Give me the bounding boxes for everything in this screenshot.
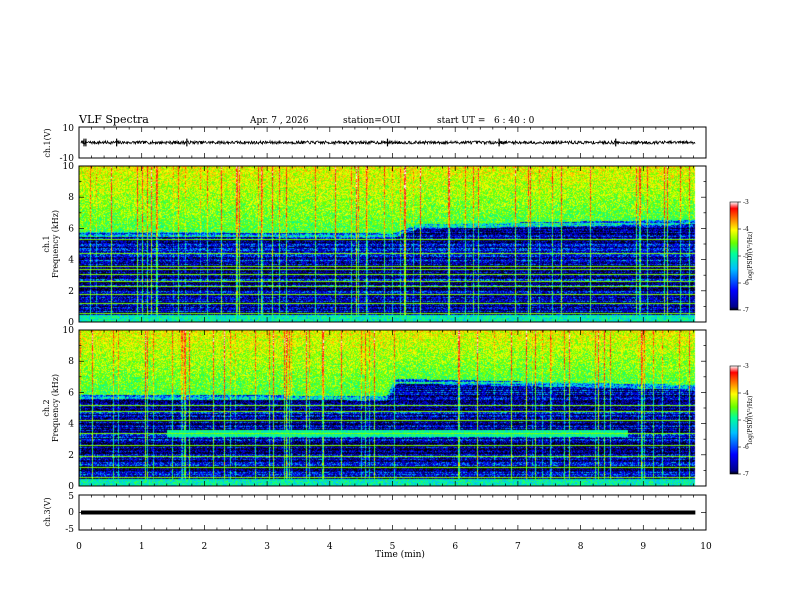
colorbar-tick-label: -3 bbox=[743, 363, 749, 370]
ch1-spectrogram-ylabel-channel: ch.1 bbox=[42, 235, 51, 252]
ch1-waveform-ylabel: ch.1(V) bbox=[43, 128, 52, 157]
time-tick-label: 5 bbox=[390, 542, 396, 552]
ch2-colorbar: -3 -4 -5 -6 -7 log(PSD)(V²/Hz) bbox=[729, 363, 754, 478]
colorbar-tick-label: -5 bbox=[743, 417, 749, 424]
frequency-tick-label: 4 bbox=[68, 420, 74, 430]
frequency-tick-label: 10 bbox=[63, 326, 75, 336]
ch1-colorbar-scale bbox=[729, 201, 739, 311]
date-label: Apr. 7 , 2026 bbox=[249, 116, 309, 126]
ch2-spectrogram-yticks: 0 2 4 6 8 10 bbox=[63, 326, 706, 492]
time-tick-label: 3 bbox=[264, 542, 270, 552]
frequency-tick-label: 0 bbox=[68, 318, 74, 328]
ch1-spectrogram-yticks: 0 2 4 6 8 10 bbox=[63, 162, 706, 328]
ch3-ytick-0: 0 bbox=[68, 508, 74, 518]
time-axis-label: Time (min) bbox=[375, 549, 425, 560]
ch1-spectrogram-panel: 0 2 4 6 8 10 ch.1 Frequency (kHz) -3 -4 -5 -6 -7 … bbox=[42, 162, 754, 328]
ch2-spectrogram-image bbox=[79, 330, 706, 486]
ch2-spectrogram-canvas bbox=[79, 330, 706, 486]
ch3-waveform-panel: 5 0 -5 ch.3(V) bbox=[43, 492, 707, 535]
frequency-tick-label: 0 bbox=[68, 482, 74, 492]
time-axis-tick-labels: 0 1 2 3 4 5 6 7 8 9 10 bbox=[76, 542, 712, 552]
frequency-tick-label: 4 bbox=[68, 256, 74, 266]
time-tick-label: 6 bbox=[452, 542, 458, 552]
time-tick-label: 10 bbox=[700, 542, 712, 552]
ch2-spectrogram-ylabel-channel: ch.2 bbox=[42, 399, 51, 416]
colorbar-tick-label: -5 bbox=[743, 253, 749, 260]
ch1-spectrogram-xticks bbox=[78, 166, 707, 322]
ch1-spectrogram-ylabel-frequency: Frequency (kHz) bbox=[51, 210, 60, 278]
colorbar-tick-label: -4 bbox=[743, 390, 749, 397]
frequency-tick-label: 2 bbox=[68, 451, 74, 461]
ch1-colorbar: -3 -4 -5 -6 -7 log(PSD)(V²/Hz) bbox=[729, 199, 754, 314]
time-tick-label: 7 bbox=[515, 542, 521, 552]
ch2-colorbar-label: log(PSD)(V²/Hz) bbox=[747, 396, 754, 445]
start-time-label: start UT = 6 : 40 : 0 bbox=[437, 116, 535, 126]
frequency-tick-label: 8 bbox=[68, 193, 74, 203]
frequency-tick-label: 6 bbox=[68, 388, 74, 398]
ch2-colorbar-ticks: -3 -4 -5 -6 -7 bbox=[738, 363, 749, 478]
ch2-spectrogram-panel: 0 2 4 6 8 10 ch.2 Frequency (kHz) -3 -4 -5 -6 -7 … bbox=[42, 326, 754, 492]
frequency-tick-label: 10 bbox=[63, 162, 75, 172]
station-label: station=OUI bbox=[343, 116, 401, 126]
colorbar-tick-label: -6 bbox=[743, 444, 749, 451]
frequency-tick-label: 8 bbox=[68, 357, 74, 367]
time-tick-label: 2 bbox=[202, 542, 208, 552]
colorbar-tick-label: -3 bbox=[743, 199, 749, 206]
ch1-waveform-panel: 10 -10 ch.1(V) bbox=[43, 124, 707, 164]
time-tick-label: 8 bbox=[578, 542, 584, 552]
ch2-spectrogram-ylabel-frequency: Frequency (kHz) bbox=[51, 374, 60, 442]
colorbar-tick-label: -6 bbox=[743, 280, 749, 287]
ch1-spectrogram-image bbox=[79, 166, 706, 322]
time-tick-label: 4 bbox=[327, 542, 333, 552]
time-tick-label: 9 bbox=[640, 542, 646, 552]
ch3-ytick-5: 5 bbox=[68, 492, 74, 502]
time-tick-label: 0 bbox=[76, 542, 82, 552]
ch1-colorbar-ticks: -3 -4 -5 -6 -7 bbox=[738, 199, 749, 314]
ch2-colorbar-scale bbox=[729, 365, 739, 475]
frequency-tick-label: 6 bbox=[68, 224, 74, 234]
ch1-spectrogram-canvas bbox=[79, 166, 706, 322]
ch2-spectrogram-xticks bbox=[78, 330, 707, 486]
ch3-waveform-xticks bbox=[78, 494, 707, 531]
time-tick-label: 1 bbox=[139, 542, 145, 552]
figure-title: VLF Spectra bbox=[78, 113, 149, 126]
ch1-waveform-xticks bbox=[78, 126, 707, 159]
colorbar-tick-label: -7 bbox=[743, 307, 749, 314]
ch1-colorbar-label: log(PSD)(V²/Hz) bbox=[747, 232, 754, 281]
ch3-waveform-ylabel: ch.3(V) bbox=[43, 497, 52, 526]
colorbar-tick-label: -4 bbox=[743, 226, 749, 233]
ch1-ytick-neg10: -10 bbox=[60, 154, 75, 164]
ch3-ytick-neg5: -5 bbox=[65, 525, 74, 535]
colorbar-tick-label: -7 bbox=[743, 471, 749, 478]
frequency-tick-label: 2 bbox=[68, 287, 74, 297]
ch1-waveform-trace bbox=[80, 138, 696, 147]
ch1-ytick-10: 10 bbox=[63, 124, 75, 134]
